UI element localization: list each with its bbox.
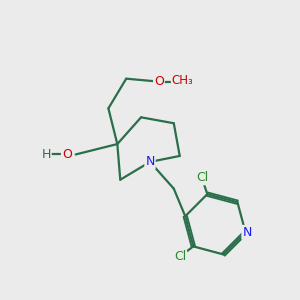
Text: O: O — [62, 148, 72, 161]
Text: Cl: Cl — [197, 171, 209, 184]
Text: N: N — [145, 155, 155, 168]
Text: N: N — [242, 226, 252, 239]
Text: CH₃: CH₃ — [172, 74, 194, 87]
Text: Cl: Cl — [174, 250, 186, 263]
Text: H: H — [41, 148, 51, 161]
Text: O: O — [154, 75, 164, 88]
